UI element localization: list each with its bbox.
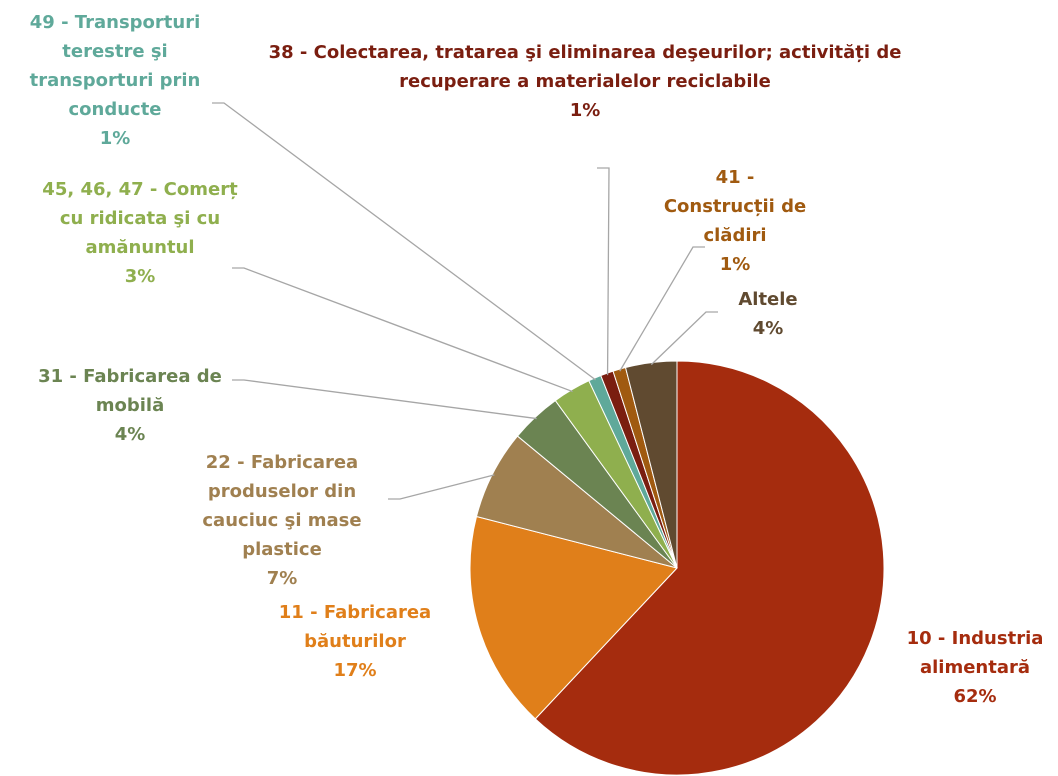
pie-slice bbox=[469, 515, 678, 720]
value-label: 3% bbox=[124, 266, 156, 287]
pie-slice bbox=[534, 360, 885, 776]
value-label: 1% bbox=[719, 254, 751, 275]
leader-line bbox=[619, 246, 705, 372]
leader-line bbox=[650, 311, 718, 366]
slice-label: 10 - Industria alimentară 62% bbox=[888, 624, 1058, 711]
value-label: 1% bbox=[99, 128, 131, 149]
pie-slice bbox=[624, 360, 678, 569]
value-label: 62% bbox=[953, 686, 997, 707]
value-label: 7% bbox=[266, 568, 298, 589]
value-label: 1% bbox=[569, 100, 601, 121]
category-label: 31 - Fabricarea de mobilă bbox=[38, 366, 222, 416]
leader-line bbox=[597, 167, 610, 376]
category-label: 38 - Colectarea, tratarea şi eliminarea … bbox=[268, 42, 902, 92]
value-label: 4% bbox=[752, 318, 784, 339]
category-label: 22 - Fabricarea produselor din cauciuc ş… bbox=[202, 452, 362, 560]
leader-line bbox=[232, 267, 573, 393]
leader-line bbox=[232, 379, 537, 420]
slice-label: 38 - Colectarea, tratarea şi eliminarea … bbox=[235, 38, 935, 125]
category-label: 49 - Transporturi terestre şi transportu… bbox=[29, 12, 201, 120]
leader-line bbox=[212, 102, 596, 381]
category-label: 45, 46, 47 - Comerț cu ridicata şi cu am… bbox=[42, 179, 238, 258]
leader-line bbox=[388, 474, 495, 500]
category-label: Altele bbox=[738, 289, 798, 310]
category-label: 41 - Construcții de clădiri bbox=[663, 167, 807, 246]
value-label: 17% bbox=[333, 660, 377, 681]
slice-label: 45, 46, 47 - Comerț cu ridicata şi cu am… bbox=[38, 175, 243, 291]
category-label: 10 - Industria alimentară bbox=[906, 628, 1044, 678]
value-label: 4% bbox=[114, 424, 146, 445]
slice-label: Altele 4% bbox=[718, 285, 818, 343]
slice-label: 31 - Fabricarea de mobilă 4% bbox=[23, 362, 238, 449]
slice-label: 41 - Construcții de clădiri 1% bbox=[660, 163, 810, 279]
slice-label: 22 - Fabricarea produselor din cauciuc ş… bbox=[167, 448, 397, 593]
slice-label: 11 - Fabricarea băuturilor 17% bbox=[250, 598, 460, 685]
slice-label: 49 - Transporturi terestre şi transportu… bbox=[5, 8, 225, 153]
category-label: 11 - Fabricarea băuturilor bbox=[278, 602, 432, 652]
